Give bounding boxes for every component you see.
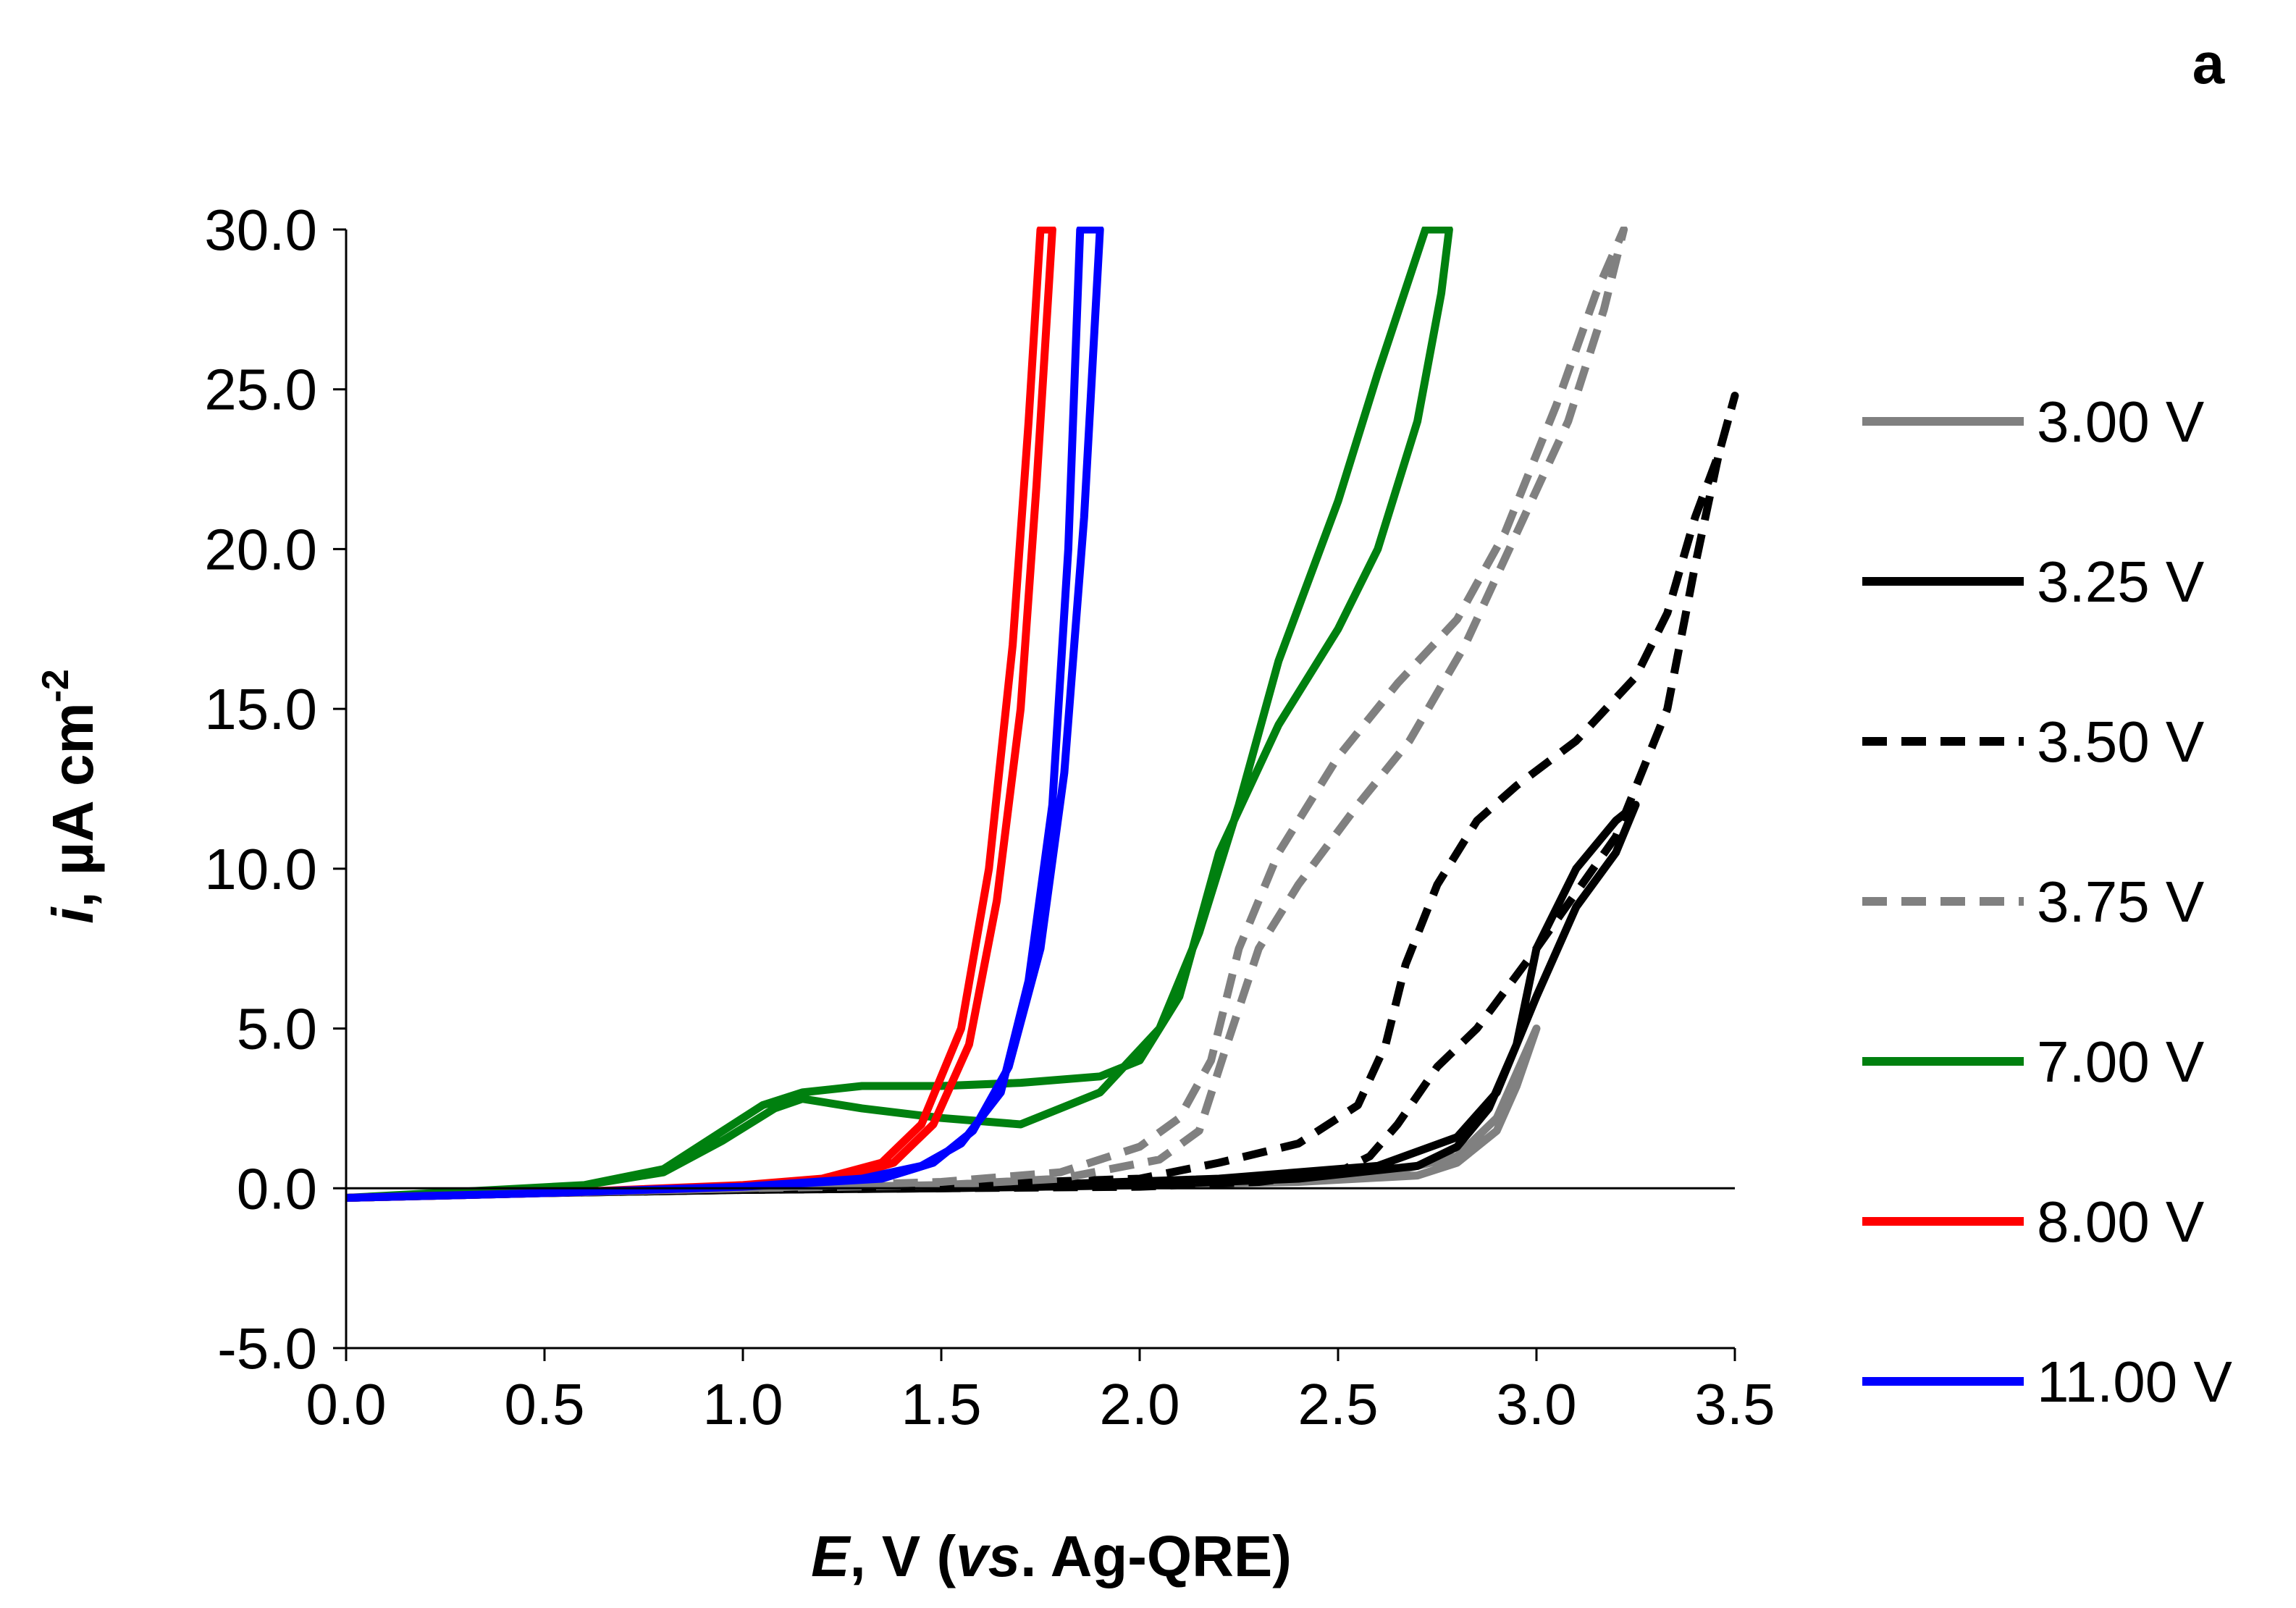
x-tick-label: 1.5 xyxy=(901,1372,981,1436)
y-tick-label: 25.0 xyxy=(204,358,317,422)
x-tick-label: 3.0 xyxy=(1496,1372,1576,1436)
x-axis-title-text: , V ( xyxy=(849,1524,956,1588)
y-tick-label: 20.0 xyxy=(204,517,317,581)
series-line-11-00-V xyxy=(346,227,1104,1202)
panel-label: a xyxy=(2192,31,2225,96)
x-tick-labels: 0.0 0.5 1.0 1.5 2.0 2.5 3.0 3.5 xyxy=(306,1372,1775,1436)
x-axis-title-text2: . Ag-QRE) xyxy=(1020,1524,1292,1588)
y-axis-title-text: , µA cm xyxy=(41,702,105,907)
y-tick-label: -5.0 xyxy=(217,1316,317,1381)
y-tick-label: 30.0 xyxy=(204,198,317,262)
y-axis-title-sup: -2 xyxy=(35,669,77,702)
axes-layer xyxy=(333,228,1736,1361)
y-tick-label: 5.0 xyxy=(237,997,317,1061)
legend: 3.00 V 3.25 V 3.50 V 3.75 V 7.00 V 8.00 V 11.0… xyxy=(1862,390,2232,1414)
legend-item: 11.00 V xyxy=(1862,1350,2232,1414)
legend-item: 3.50 V xyxy=(1862,710,2205,774)
x-tick-label: 0.0 xyxy=(306,1372,386,1436)
x-tick-label: 2.0 xyxy=(1099,1372,1179,1436)
legend-label: 3.00 V xyxy=(2037,390,2205,454)
x-axis-title: E, V (vs. Ag-QRE) xyxy=(811,1524,1292,1588)
series-layer xyxy=(346,227,1739,1202)
legend-label: 3.50 V xyxy=(2037,710,2205,774)
legend-label: 8.00 V xyxy=(2037,1190,2205,1254)
y-tick-label: 0.0 xyxy=(237,1156,317,1221)
x-axis-title-italic2: vs xyxy=(956,1524,1020,1588)
legend-label: 3.75 V xyxy=(2037,870,2205,934)
x-tick-label: 3.5 xyxy=(1694,1372,1775,1436)
x-axis-title-italic: E xyxy=(811,1524,851,1588)
legend-item: 3.00 V xyxy=(1862,390,2205,454)
series-line-3-50-V xyxy=(346,392,1739,1202)
y-axis-title-italic: i xyxy=(41,906,105,924)
legend-item: 3.75 V xyxy=(1862,870,2205,934)
legend-label: 3.25 V xyxy=(2037,550,2205,614)
series-line-8-00-V xyxy=(346,227,1056,1202)
series-line-7-00-V xyxy=(346,227,1453,1202)
legend-item: 8.00 V xyxy=(1862,1190,2205,1254)
y-axis-title: i, µA cm-2 xyxy=(35,669,105,924)
y-tick-labels: -5.0 0.0 5.0 10.0 15.0 20.0 25.0 30.0 xyxy=(204,198,317,1381)
legend-item: 7.00 V xyxy=(1862,1030,2205,1094)
series-line-3-75-V xyxy=(346,227,1628,1202)
legend-label: 11.00 V xyxy=(2037,1350,2232,1414)
x-tick-label: 2.5 xyxy=(1298,1372,1378,1436)
y-tick-label: 15.0 xyxy=(204,677,317,741)
y-tick-label: 10.0 xyxy=(204,837,317,901)
legend-label: 7.00 V xyxy=(2037,1030,2205,1094)
x-tick-label: 1.0 xyxy=(702,1372,783,1436)
x-tick-label: 0.5 xyxy=(504,1372,584,1436)
legend-item: 3.25 V xyxy=(1862,550,2205,614)
